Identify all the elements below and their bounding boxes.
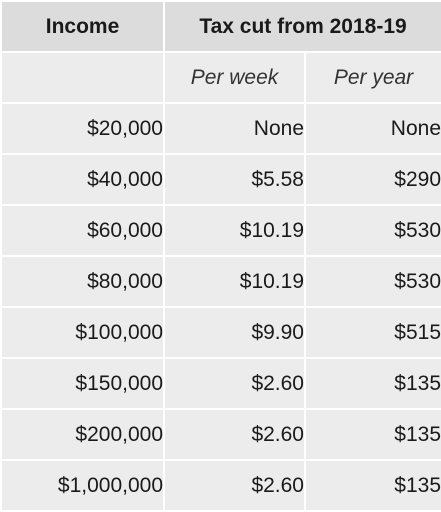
per-year-cell: None — [306, 104, 441, 153]
income-cell: $100,000 — [2, 308, 163, 357]
per-year-cell: $135 — [306, 359, 441, 408]
per-year-cell: $135 — [306, 461, 441, 510]
per-year-cell: $135 — [306, 410, 441, 459]
income-cell: $150,000 — [2, 359, 163, 408]
income-cell: $60,000 — [2, 206, 163, 255]
per-year-cell: $290 — [306, 155, 441, 204]
per-week-cell: $2.60 — [165, 359, 304, 408]
subheader-row: Per week Per year — [2, 53, 441, 102]
income-cell: $1,000,000 — [2, 461, 163, 510]
table-row: $150,000 $2.60 $135 — [2, 359, 441, 408]
table-body: $20,000 None None $40,000 $5.58 $290 $60,000 $1… — [2, 104, 441, 510]
per-week-cell: $5.58 — [165, 155, 304, 204]
income-cell: $40,000 — [2, 155, 163, 204]
table-row: $100,000 $9.90 $515 — [2, 308, 441, 357]
tax-cut-group-header: Tax cut from 2018-19 — [165, 2, 441, 51]
income-cell: $80,000 — [2, 257, 163, 306]
per-week-cell: $9.90 — [165, 308, 304, 357]
per-week-cell: $10.19 — [165, 257, 304, 306]
per-week-cell: $10.19 — [165, 206, 304, 255]
table-row: $20,000 None None — [2, 104, 441, 153]
per-year-cell: $515 — [306, 308, 441, 357]
table-row: $60,000 $10.19 $530 — [2, 206, 441, 255]
table-row: $40,000 $5.58 $290 — [2, 155, 441, 204]
per-week-cell: $2.60 — [165, 410, 304, 459]
per-week-cell: None — [165, 104, 304, 153]
table-row: $1,000,000 $2.60 $135 — [2, 461, 441, 510]
empty-subheader-cell — [2, 53, 163, 102]
table-row: $200,000 $2.60 $135 — [2, 410, 441, 459]
per-year-cell: $530 — [306, 206, 441, 255]
per-year-cell: $530 — [306, 257, 441, 306]
income-header: Income — [2, 2, 163, 51]
header-row: Income Tax cut from 2018-19 — [2, 2, 441, 51]
income-cell: $20,000 — [2, 104, 163, 153]
per-week-header: Per week — [165, 53, 304, 102]
table-row: $80,000 $10.19 $530 — [2, 257, 441, 306]
per-year-header: Per year — [306, 53, 441, 102]
per-week-cell: $2.60 — [165, 461, 304, 510]
income-cell: $200,000 — [2, 410, 163, 459]
